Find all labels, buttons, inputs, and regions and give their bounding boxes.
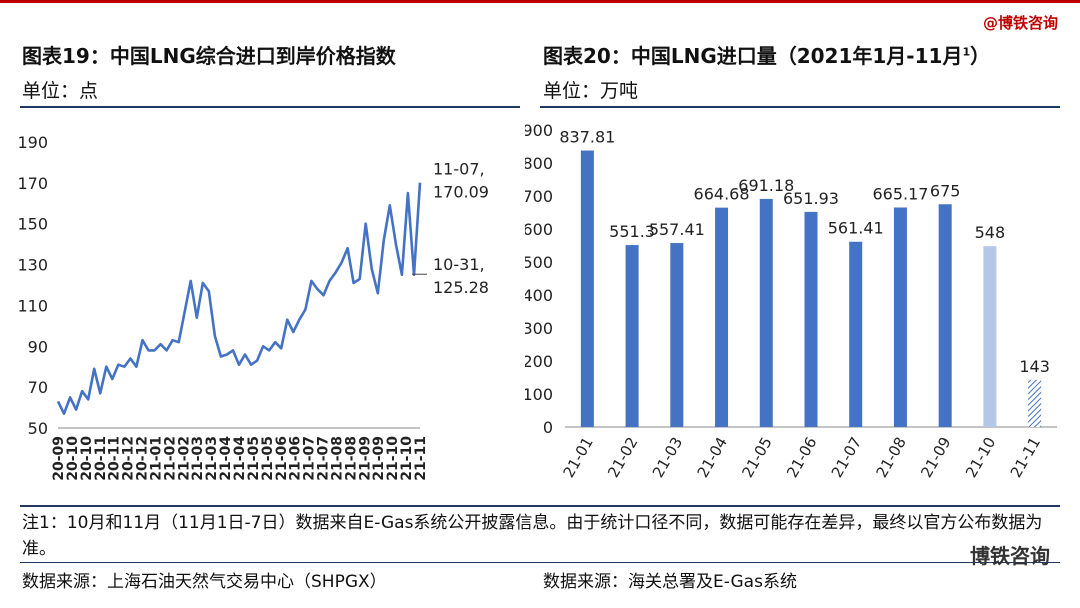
y-tick-label: 200 [525,352,553,371]
x-tick-label: 20-10 [79,436,95,481]
x-tick-label: 21-04 [232,436,248,481]
x-tick-label: 21-08 [343,436,359,481]
right-divider [540,106,1060,108]
x-tick-label: 21-01 [148,436,164,481]
bar-21-05 [759,198,773,427]
y-tick-label: 100 [525,385,553,404]
right-chart-title: 图表20：中国LNG进口量（2021年1月-11月1） [543,44,991,68]
bar-21-06 [804,211,818,427]
y-tick-label: 400 [525,286,553,305]
brand-label: @博铁咨询 [982,14,1058,32]
y-tick-label: 170 [17,174,48,193]
bar-21-11 [1028,379,1042,427]
y-tick-label: 190 [17,133,48,152]
x-tick-label: 21-09 [917,434,954,481]
x-tick-label: 21-06 [274,436,290,481]
left-divider [20,106,520,108]
bar-21-10 [983,246,997,427]
y-tick-label: 130 [17,256,48,275]
bar-21-07 [849,241,863,427]
x-tick-label: 21-02 [162,436,178,481]
y-tick-label: 90 [28,337,48,356]
y-tick-label: 150 [17,215,48,234]
y-tick-label: 50 [28,419,48,438]
left-source: 数据来源：上海石油天然气交易中心（SHPGX） [22,572,387,592]
x-tick-label: 21-03 [190,436,206,481]
x-tick-label: 21-08 [873,434,910,481]
bar-value-label: 664.68 [694,185,750,204]
left-chart-title: 图表19：中国LNG综合进口到岸价格指数 [22,44,396,68]
bar-value-label: 675 [930,181,961,200]
x-tick-label: 21-07 [828,434,865,481]
x-tick-label: 21-11 [413,436,429,481]
right-chart-unit: 单位：万吨 [543,80,639,102]
x-tick-label: 21-09 [371,436,387,481]
x-tick-label: 21-05 [246,436,262,481]
x-tick-label: 20-11 [107,436,123,481]
annotation-prev-value: 125.28 [433,278,489,297]
x-tick-label: 20-09 [51,436,67,481]
x-tick-label: 21-05 [738,434,775,481]
y-tick-label: 300 [525,319,553,338]
note-divider [20,505,1060,507]
x-tick-label: 21-06 [288,436,304,481]
bar-21-04 [715,207,729,427]
bar-value-label: 665.17 [872,184,928,203]
x-tick-label: 21-06 [783,434,820,481]
bar-21-09 [938,204,952,427]
x-tick-label: 21-07 [316,436,332,481]
x-tick-label: 21-10 [385,436,401,481]
x-tick-label: 21-09 [357,436,373,481]
price-index-series-line [56,182,422,416]
x-tick-label: 21-04 [218,436,234,481]
y-tick-label: 800 [525,154,553,173]
bar-value-label: 557.41 [649,220,705,239]
y-tick-label: 900 [525,121,553,140]
x-tick-label: 20-12 [135,436,151,481]
x-tick-label: 20-11 [93,436,109,481]
x-tick-label: 21-11 [1007,434,1044,481]
x-tick-label: 20-10 [65,436,81,481]
x-tick-label: 21-08 [329,436,345,481]
top-accent-bar [0,0,1080,3]
x-tick-label: 21-10 [962,434,999,481]
source-divider [20,562,1060,563]
x-tick-label: 21-03 [649,434,686,481]
lng-import-volume-chart: 0 100 200 300 400 500 600 700 800 900 837.81 21-01 5… [525,121,1057,481]
x-tick-label: 21-01 [559,434,596,481]
right-source: 数据来源：海关总署及E-Gas系统 [543,572,797,592]
y-tick-label: 700 [525,187,553,206]
bar-21-02 [625,245,639,427]
left-chart-unit: 单位：点 [22,80,99,102]
bar-value-label: 551.3 [609,222,655,241]
bar-21-08 [893,207,907,427]
x-tick-label: 20-12 [121,436,137,481]
annotation-prev-date: 10-31, [433,255,485,274]
bar-21-01 [580,150,594,427]
lng-price-index-chart: 50709011013015017019020-0920-1020-1020-1… [17,133,489,481]
y-tick-label: 500 [525,253,553,272]
annotation-latest-value: 170.09 [433,183,489,202]
x-tick-label: 21-02 [604,434,641,481]
x-tick-label: 21-04 [694,434,731,481]
x-tick-label: 21-05 [260,436,276,481]
bar-value-label: 691.18 [738,176,794,195]
footnote: 注1：10月和11月（11月1日-7日）数据来自E-Gas系统公开披露信息。由于… [22,513,1043,559]
annotation-latest-date: 11-07, [433,160,485,179]
y-tick-label: 110 [17,296,48,315]
y-tick-label: 600 [525,220,553,239]
bar-value-label: 548 [975,223,1006,242]
x-tick-label: 21-10 [399,436,415,481]
y-tick-label: 70 [28,378,48,397]
bar-value-label: 651.93 [783,189,839,208]
x-tick-label: 21-03 [204,436,220,481]
bar-value-label: 561.41 [828,219,884,238]
x-tick-label: 21-02 [176,436,192,481]
bar-value-label: 837.81 [559,128,615,147]
bar-value-label: 143 [1019,357,1050,376]
x-tick-label: 21-07 [302,436,318,481]
bar-21-03 [670,243,684,427]
wechat-watermark: 博铁咨询 [970,544,1050,568]
y-tick-label: 0 [543,418,553,437]
